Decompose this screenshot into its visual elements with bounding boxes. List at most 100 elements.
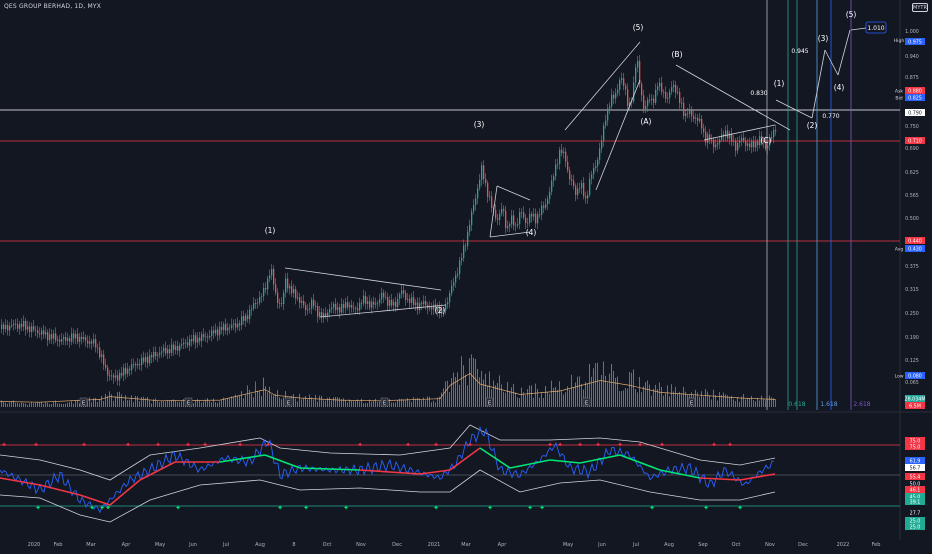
price-axis-tick: 0.940 (905, 54, 919, 60)
candle-body (347, 302, 349, 308)
chart-title: QES GROUP BERHAD, 1D, MYX (4, 3, 102, 10)
candle-body (683, 102, 685, 117)
volume-bar (313, 399, 314, 407)
pattern-line (319, 304, 447, 318)
candle-body (339, 307, 341, 313)
indicator-band-lower (0, 469, 776, 523)
candle-body (575, 185, 577, 196)
candle-body (181, 344, 183, 346)
candle-body (565, 151, 567, 162)
volume-bar (457, 372, 458, 407)
price-badge-tag: Ask (895, 89, 904, 95)
indicator-axis-tick: 61.9 (910, 459, 921, 465)
volume-bar (121, 394, 122, 407)
volume-bar (667, 385, 668, 407)
candle-body (1, 324, 3, 329)
volume-bar (579, 376, 580, 407)
price-axis-tick: 0.750 (905, 124, 919, 130)
candle-body (469, 224, 471, 232)
volume-bar (599, 381, 600, 407)
volume-bar (455, 377, 456, 407)
volume-bar (609, 373, 610, 407)
candle-body (185, 342, 187, 344)
sell-signal-marker: ✦ (155, 441, 161, 449)
volume-bar (655, 384, 656, 407)
wave-label: (A) (641, 117, 652, 126)
candle-body (595, 166, 597, 168)
candle-body (757, 141, 759, 146)
price-badge-label: 28.034M (905, 397, 926, 403)
volume-bar (341, 399, 342, 407)
candle-body (463, 245, 465, 259)
sell-signal-marker: ✦ (617, 441, 623, 449)
candle-body (589, 178, 591, 195)
price-axis-tick: 0.625 (905, 170, 919, 176)
indicator-signal-line (264, 454, 301, 469)
volume-bar (75, 400, 76, 407)
volume-bar (435, 402, 436, 407)
earnings-marker (485, 397, 494, 407)
volume-bar (517, 397, 518, 407)
candle-body (597, 159, 599, 167)
high-label: 0.975 (908, 40, 922, 46)
indicator-badge (905, 457, 925, 464)
candle-body (283, 292, 285, 305)
candle-body (3, 324, 5, 330)
candle-body (457, 273, 459, 276)
volume-bar (301, 399, 302, 407)
candle-body (761, 136, 763, 141)
candle-body (549, 191, 551, 200)
pattern-line (703, 124, 776, 141)
price-badge (905, 402, 925, 409)
candle-body (33, 326, 35, 330)
volume-bar (279, 397, 280, 407)
candle-body (535, 213, 537, 224)
candle-body (481, 165, 483, 180)
indicator-signal-line (139, 461, 176, 481)
candle-body (165, 347, 167, 354)
candle-body (17, 324, 19, 329)
candle-body (721, 134, 723, 140)
earnings-marker (184, 397, 193, 407)
candle-body (453, 282, 455, 286)
price-badge-tag: Avg (895, 247, 904, 253)
volume-bar (325, 400, 326, 407)
candle-body (727, 130, 729, 139)
volume-bar (545, 385, 546, 407)
price-badge (905, 245, 925, 252)
candle-body (673, 84, 675, 88)
volume-bar (547, 391, 548, 407)
candle-body (571, 179, 573, 181)
candle-body (97, 347, 99, 349)
sell-signal-marker: ✦ (1, 441, 7, 449)
candle-body (771, 137, 773, 139)
candle-body (61, 339, 63, 342)
volume-bar (145, 398, 146, 407)
candle-body (699, 118, 701, 121)
candle-body (123, 367, 125, 376)
candle-body (233, 323, 235, 325)
candle-body (601, 140, 603, 149)
volume-bar (161, 401, 162, 407)
volume-bar (529, 385, 530, 407)
volume-bar (247, 385, 248, 407)
candle-body (511, 215, 513, 225)
candle-body (593, 167, 595, 175)
volume-bar (219, 401, 220, 407)
volume-bar (3, 402, 4, 407)
candle-body (439, 306, 441, 314)
candle-body (135, 364, 137, 366)
price-badge (905, 372, 925, 379)
indicator-badge (905, 443, 925, 450)
candle-body (157, 354, 159, 356)
volume-bar (241, 391, 242, 407)
candle-body (503, 208, 505, 211)
candle-body (63, 337, 65, 340)
buy-signal-marker: ✦ (487, 504, 493, 512)
candle-body (719, 139, 721, 144)
candle-body (141, 357, 143, 366)
currency-badge[interactable]: MYTR (912, 3, 928, 12)
candle-body (521, 212, 523, 214)
